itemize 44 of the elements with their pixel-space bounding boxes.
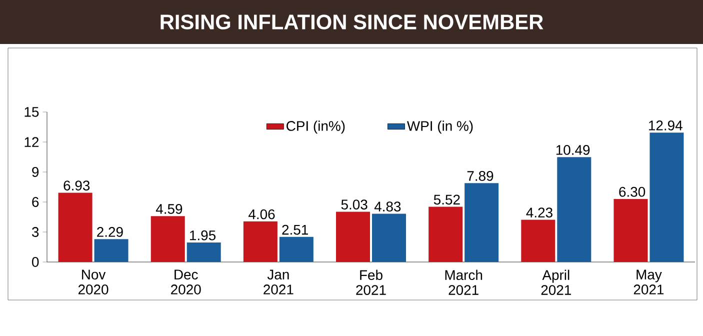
- data-label: 4.83: [374, 202, 401, 212]
- y-tick-label: 6: [32, 197, 39, 207]
- x-tick-label: Dec 2020: [171, 270, 201, 294]
- data-label: 6.93: [64, 180, 90, 191]
- bar: [279, 236, 314, 262]
- data-label: 7.89: [467, 171, 494, 181]
- bar: [243, 221, 278, 262]
- bar: [650, 132, 684, 262]
- bar: [186, 242, 221, 262]
- data-label: 5.03: [341, 200, 368, 210]
- bar: [150, 216, 185, 262]
- bar: [521, 220, 556, 262]
- legend-label: CPI (in%): [286, 120, 345, 134]
- bar: [94, 239, 128, 262]
- data-label: 12.94: [648, 120, 682, 130]
- bar: [58, 192, 92, 262]
- y-tick-label: 0: [32, 257, 39, 267]
- x-tick-label: Feb 2021: [356, 270, 386, 295]
- y-tick-label: 9: [32, 167, 39, 177]
- data-label: 6.30: [619, 186, 646, 197]
- x-tick-label: Jan 2021: [264, 270, 294, 294]
- x-tick-label: April 2021: [541, 270, 571, 295]
- bar: [372, 214, 406, 262]
- data-label: 1.95: [190, 230, 216, 240]
- bar: [428, 206, 463, 262]
- y-tick-label: 3: [32, 227, 39, 237]
- data-label: 2.29: [97, 227, 123, 237]
- data-label: 10.49: [556, 145, 590, 155]
- chart-title: RISING INFLATION SINCE NOVEMBER: [160, 14, 544, 30]
- bar: [557, 157, 592, 262]
- bar: [464, 183, 499, 262]
- x-tick-label: Nov 2020: [78, 270, 108, 294]
- bar: [336, 212, 370, 262]
- y-tick-label: 15: [24, 107, 39, 117]
- x-tick-label: March 2021: [445, 270, 482, 295]
- data-label: 4.59: [156, 204, 182, 214]
- bar: [614, 199, 648, 262]
- data-label: 5.52: [434, 194, 460, 205]
- data-label: 4.06: [248, 209, 275, 220]
- data-label: 2.51: [282, 224, 308, 235]
- legend-label: WPI (in %): [406, 120, 473, 134]
- data-label: 4.23: [526, 208, 552, 218]
- x-tick-label: May 2021: [634, 270, 664, 294]
- y-tick-label: 12: [24, 137, 39, 147]
